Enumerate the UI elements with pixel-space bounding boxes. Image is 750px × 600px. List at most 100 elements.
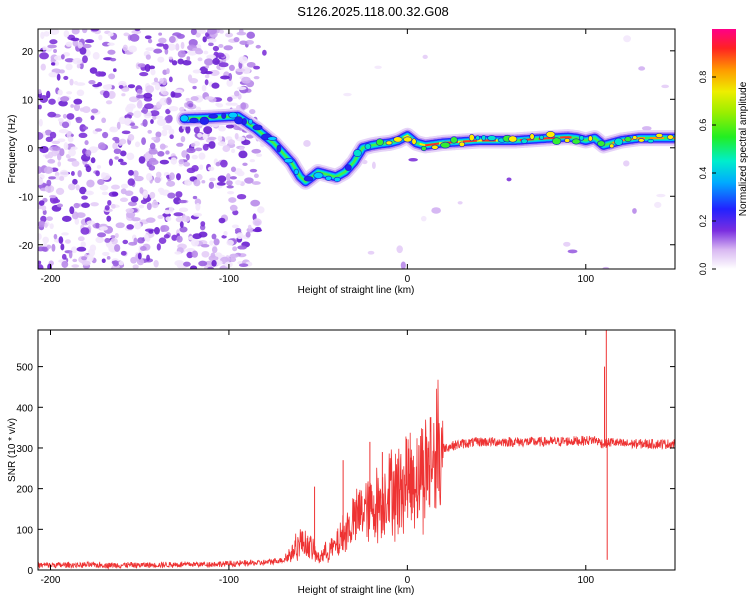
spectrogram-noise-cell xyxy=(145,217,156,223)
spectrogram-noise-cell xyxy=(72,57,83,65)
spectrogram-noise-cell xyxy=(70,170,75,176)
spectrogram-noise-cell xyxy=(102,251,110,256)
spectrogram-noise-cell xyxy=(146,202,152,211)
spectrogram-noise-cell xyxy=(252,228,263,233)
spectrogram-noise-cell xyxy=(176,142,184,147)
spectrogram-noise-cell xyxy=(70,37,80,42)
spectrogram-ridge-blob xyxy=(293,168,299,176)
spectrogram-noise-cell xyxy=(167,192,176,199)
spectrogram-noise-cell xyxy=(65,41,73,47)
spectrogram-noise-cell xyxy=(81,195,88,200)
spectrogram-noise-cell xyxy=(232,246,238,252)
spectrogram-ridge-blob xyxy=(624,136,632,143)
spectrogram-noise-cell xyxy=(101,172,107,178)
spectrogram-noise-cell xyxy=(114,232,119,239)
spectrogram-noise-cell xyxy=(150,119,154,124)
spectrogram-noise-cell xyxy=(71,29,80,35)
spectrogram-noise-cell xyxy=(253,65,260,70)
spectrogram-noise-cell xyxy=(654,201,662,208)
spectrogram-noise-cell xyxy=(145,85,155,94)
spectrogram-noise-cell xyxy=(155,171,162,178)
spectrogram-noise-cell xyxy=(140,199,148,205)
spectrogram-noise-cell xyxy=(158,37,167,44)
spectrogram-noise-cell xyxy=(107,90,116,99)
spectrogram-noise-cell xyxy=(132,264,139,269)
spectrogram-noise-cell xyxy=(194,198,202,206)
spectrogram-noise-cell xyxy=(114,156,119,160)
spectrogram-noise-cell xyxy=(110,235,116,239)
spectrogram-noise-cell xyxy=(63,142,69,151)
spectrogram-noise-cell xyxy=(144,35,152,40)
spectrogram-noise-cell xyxy=(144,103,154,110)
spectrogram-ridge-blob xyxy=(234,116,243,125)
spectrogram-noise-cell xyxy=(120,150,127,157)
spectrogram-noise-cell xyxy=(138,156,146,164)
spectrogram-noise-cell xyxy=(179,226,188,233)
colorbar-gradient xyxy=(712,29,736,269)
spectrogram-ridge-blob xyxy=(539,135,545,140)
spectrogram-noise-cell xyxy=(179,221,184,228)
spectrogram-noise-cell xyxy=(65,239,71,244)
spectrogram-noise-cell xyxy=(222,145,231,153)
spectrogram-noise-cell xyxy=(186,167,196,174)
spectrogram-noise-cell xyxy=(203,126,213,134)
spectrogram-noise-cell xyxy=(82,55,88,64)
spectrogram-noise-cell xyxy=(169,172,175,181)
spectrogram-xtick-label: -100 xyxy=(219,274,239,285)
spectrogram-noise-cell xyxy=(44,222,48,228)
spectrogram-ridge-blob xyxy=(431,144,439,150)
spectrogram-noise-cell xyxy=(50,62,56,66)
spectrogram-ridge-blob xyxy=(344,164,352,171)
spectrogram-noise-cell xyxy=(190,29,197,36)
spectrogram-noise-cell xyxy=(167,43,176,51)
spectrogram-noise-cell xyxy=(90,157,96,164)
spectrogram-noise-cell xyxy=(52,198,61,204)
spectrogram-noise-cell xyxy=(126,224,134,230)
spectrogram-noise-cell xyxy=(233,36,240,43)
spectrogram-noise-cell xyxy=(133,175,144,182)
spectrogram-noise-cell xyxy=(77,170,82,178)
spectrogram-noise-cell xyxy=(142,190,149,199)
spectrogram-noise-cell xyxy=(112,142,119,150)
spectrogram-noise-cell xyxy=(40,63,46,71)
spectrogram-noise-cell xyxy=(66,113,75,120)
spectrogram-noise-cell xyxy=(67,183,76,191)
spectrogram-noise-cell xyxy=(226,79,233,87)
spectrogram-noise-cell xyxy=(52,145,61,151)
spectrogram-ytick-label: 10 xyxy=(22,95,34,106)
spectrogram-noise-cell xyxy=(153,260,159,268)
spectrogram-noise-cell xyxy=(230,148,236,154)
spectrogram-ridge-core xyxy=(612,137,675,144)
spectrogram-ytick-label: -20 xyxy=(19,241,34,252)
spectrogram-noise-cell xyxy=(193,179,201,187)
spectrogram-noise-cell xyxy=(193,212,203,217)
spectrogram-noise-cell xyxy=(154,115,164,120)
spectrogram-noise-cell xyxy=(166,68,170,75)
spectrogram-noise-cell xyxy=(106,255,111,260)
spectrogram-noise-cell xyxy=(226,185,234,189)
spectrogram-noise-cell xyxy=(97,82,103,87)
spectrogram-noise-cell xyxy=(148,148,158,155)
spectrogram-noise-cell xyxy=(178,207,189,212)
spectrogram-noise-cell xyxy=(141,137,147,146)
spectrogram-noise-cell xyxy=(144,234,149,242)
snr-xtick-label: -100 xyxy=(219,575,239,586)
spectrogram-noise-cell xyxy=(175,191,183,198)
spectrogram-noise-cell xyxy=(163,43,169,50)
spectrogram-noise-cell xyxy=(151,136,157,141)
spectrogram-noise-cell xyxy=(162,124,172,131)
spectrogram-noise-cell xyxy=(54,61,60,66)
spectrogram-noise-cell xyxy=(202,36,207,43)
spectrogram-frame xyxy=(37,28,676,270)
spectrogram-noise-cell xyxy=(96,165,102,169)
spectrogram-ridge-blob xyxy=(571,138,581,145)
snr-panel: -200 -100 0 100 0 100 200 300 400 500 Height of s… xyxy=(7,329,676,596)
spectrogram-noise-cell xyxy=(195,173,203,181)
snr-series-line xyxy=(38,379,675,570)
spectrogram-noise-cell xyxy=(104,205,110,211)
spectrogram-noise-cell xyxy=(219,29,224,34)
spectrogram-noise-cell xyxy=(127,84,136,89)
spectrogram-noise-cell xyxy=(204,79,209,86)
spectrogram-ridge-blob xyxy=(333,176,341,183)
